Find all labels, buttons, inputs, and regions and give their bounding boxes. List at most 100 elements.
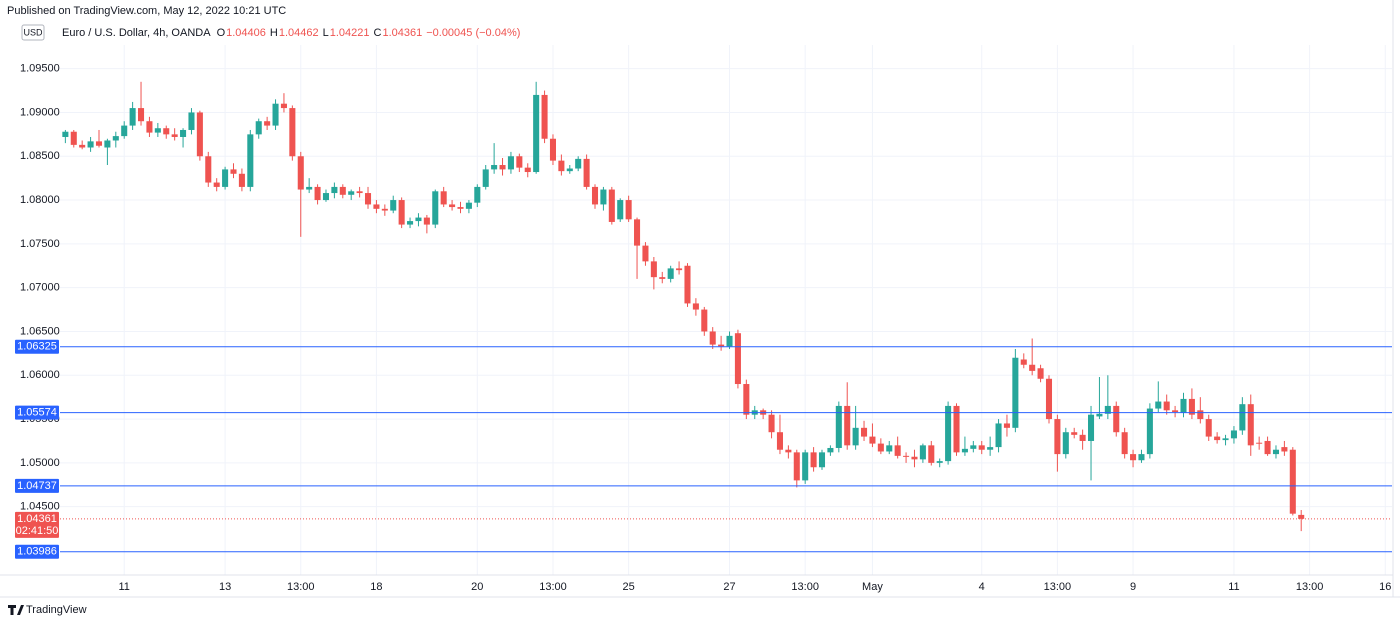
legend-item: O [217, 27, 226, 39]
legend-item: H [270, 27, 278, 39]
candle-body [474, 186, 481, 203]
candle-body [1172, 410, 1179, 413]
x-tick-label: 11 [119, 581, 130, 593]
candle-body [1020, 359, 1027, 365]
legend-item: 1.04406 [226, 27, 266, 39]
currency-box[interactable] [21, 24, 45, 41]
overlay: 1.06325 1.05574 1.04737 1.03986 1.0436102:41… [15, 339, 1392, 559]
candle-body [1121, 432, 1128, 455]
candle-body [549, 138, 556, 161]
candle-body [1062, 432, 1069, 455]
currency[interactable]: USD [23, 27, 43, 37]
candle-body [575, 158, 582, 169]
candle-body [818, 452, 826, 468]
x-tick-label: 18 [370, 581, 382, 593]
candle-body [995, 423, 1002, 448]
candle-body [835, 405, 842, 448]
candle-body [558, 160, 565, 172]
candle-body [1003, 423, 1010, 428]
candle-body [339, 186, 346, 195]
candle-body [961, 448, 968, 453]
candle-body [280, 103, 287, 109]
candle-body [743, 384, 750, 415]
candle-body [524, 167, 531, 173]
candle-body [171, 134, 178, 137]
level-label-box [15, 478, 59, 493]
candle-body [533, 94, 540, 173]
x-tick-label: 13:00 [287, 581, 315, 593]
y-tick-label: 1.08500 [20, 150, 60, 162]
candle-body [768, 414, 775, 433]
level-label-box [15, 544, 59, 559]
candle-body [415, 217, 422, 222]
candle-body [1272, 449, 1280, 455]
candle-body [238, 173, 245, 187]
candle-body [692, 303, 699, 310]
legend-line: Euro / U.S. Dollar, 4h, OANDA O 1.04406 H 1.… [62, 27, 520, 39]
candle-body [1222, 438, 1229, 441]
candle-body [264, 121, 271, 126]
candle-body [491, 165, 498, 170]
candle-body [356, 191, 363, 194]
candle-body [1071, 432, 1078, 435]
candle-body [289, 108, 296, 157]
candle-body [62, 131, 69, 137]
x-tick-label: 25 [623, 581, 635, 593]
candle-body [1079, 434, 1086, 441]
candle-body [70, 131, 77, 145]
candle-body [146, 121, 153, 133]
candle-body [95, 141, 103, 146]
candle-body [810, 452, 817, 468]
candle-body [1230, 430, 1237, 439]
level-label: 1.06325 [17, 341, 57, 353]
candle-body [499, 165, 506, 170]
last-price-label: 1.04361 [17, 513, 57, 525]
candle-body [482, 169, 489, 187]
candle-body [827, 447, 834, 453]
candle-body [600, 189, 607, 205]
candle-body [734, 333, 741, 385]
candle-body [608, 189, 615, 222]
candle-body [222, 169, 229, 187]
x-tick-label: 27 [723, 581, 735, 593]
candle-body [1256, 442, 1263, 444]
candle-body [1029, 364, 1036, 371]
x-tick-label: 13:00 [539, 581, 567, 593]
candle-body [583, 158, 590, 187]
x-tick-label: 11 [1228, 581, 1239, 593]
candle-body [1104, 405, 1111, 414]
candle-body [718, 344, 725, 347]
candle-body [566, 168, 573, 172]
brand-name: TradingView [26, 604, 87, 616]
candle-body [903, 455, 910, 457]
candle-body [659, 277, 666, 279]
legend-item: L [323, 27, 329, 39]
candle-body [1264, 440, 1271, 455]
candle-body [945, 405, 952, 462]
candle-body [188, 112, 195, 130]
candle-body [1054, 419, 1061, 455]
y-tick-label: 1.04500 [20, 501, 60, 513]
legend-item: 1.04462 [279, 27, 319, 39]
candle-body [398, 200, 405, 225]
x-tick-label: 9 [1130, 581, 1136, 593]
candle-body [205, 156, 212, 183]
candle-body [457, 207, 464, 209]
candle-body [138, 108, 145, 122]
candle-body [1130, 454, 1137, 461]
y-tick-label: 1.08000 [20, 194, 60, 206]
last-price-box [15, 511, 59, 538]
candle-body [726, 335, 733, 347]
candle-body [331, 186, 338, 194]
candle-body [591, 186, 599, 205]
countdown: 02:41:50 [16, 525, 59, 537]
y-tick-label: 1.06500 [20, 325, 60, 337]
candle-body [650, 261, 657, 278]
y-tick-label: 1.05000 [20, 457, 60, 469]
candle-body [516, 156, 523, 168]
candle-body [1045, 378, 1053, 420]
candle-body [1037, 368, 1044, 379]
candle-body [793, 452, 800, 481]
y-tick-label: 1.07500 [20, 238, 60, 250]
